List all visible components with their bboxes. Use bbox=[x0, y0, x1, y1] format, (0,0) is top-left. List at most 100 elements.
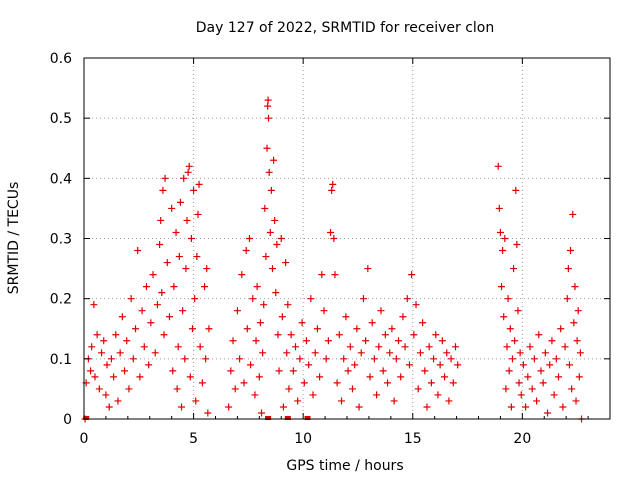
x-tick-label: 15 bbox=[404, 431, 422, 447]
data-point bbox=[421, 367, 429, 375]
data-point bbox=[187, 235, 195, 242]
data-point bbox=[550, 391, 558, 399]
data-point bbox=[328, 186, 336, 194]
data-point bbox=[294, 397, 302, 405]
data-point bbox=[370, 355, 378, 363]
data-point bbox=[256, 319, 264, 327]
data-point bbox=[368, 319, 376, 327]
data-point bbox=[160, 331, 168, 339]
axis-ticks: 0 5 10 15 20 0 0.1 0.2 0.3 0.4 0.5 0.6 bbox=[50, 51, 610, 447]
data-point bbox=[168, 204, 176, 212]
data-point bbox=[533, 397, 541, 405]
data-point bbox=[205, 325, 213, 333]
data-point bbox=[499, 247, 507, 255]
data-point bbox=[289, 367, 297, 375]
data-point bbox=[201, 283, 209, 291]
data-point bbox=[373, 391, 381, 399]
data-point bbox=[546, 361, 554, 369]
data-point bbox=[265, 114, 273, 122]
data-point bbox=[539, 379, 547, 387]
data-point bbox=[302, 337, 310, 345]
data-point bbox=[267, 186, 275, 194]
data-point bbox=[330, 235, 338, 242]
data-point bbox=[252, 337, 260, 345]
data-point bbox=[494, 162, 502, 170]
data-point bbox=[311, 349, 319, 357]
data-point bbox=[274, 331, 282, 339]
data-point bbox=[300, 379, 308, 387]
data-point bbox=[359, 295, 367, 303]
data-point bbox=[381, 331, 389, 339]
data-point bbox=[571, 283, 579, 291]
data-point bbox=[261, 204, 269, 212]
data-point bbox=[260, 301, 268, 309]
data-point bbox=[238, 271, 246, 279]
data-point bbox=[112, 331, 120, 339]
data-point bbox=[105, 403, 113, 411]
data-point bbox=[386, 349, 394, 357]
data-point bbox=[427, 379, 435, 387]
data-point bbox=[273, 241, 281, 249]
data-point bbox=[327, 228, 335, 236]
data-point bbox=[278, 313, 286, 321]
data-point bbox=[503, 343, 511, 351]
y-axis-label: SRMTID / TECUs bbox=[6, 182, 22, 295]
grid-layer bbox=[84, 58, 610, 419]
data-point bbox=[184, 168, 192, 176]
y-tick-label: 0.1 bbox=[50, 352, 72, 368]
data-point bbox=[449, 379, 457, 387]
data-point bbox=[364, 265, 372, 273]
data-point bbox=[271, 216, 279, 224]
data-point bbox=[90, 301, 98, 309]
data-point bbox=[116, 349, 124, 357]
data-point bbox=[498, 283, 506, 291]
data-point bbox=[305, 361, 313, 369]
data-point bbox=[519, 361, 527, 369]
data-point bbox=[204, 409, 212, 417]
data-point bbox=[198, 379, 206, 387]
data-point bbox=[245, 235, 253, 242]
data-point bbox=[410, 331, 418, 339]
data-point bbox=[557, 325, 565, 333]
data-point bbox=[445, 397, 453, 405]
data-point bbox=[414, 385, 422, 393]
data-point bbox=[91, 373, 99, 381]
x-axis-label: GPS time / hours bbox=[286, 458, 403, 474]
data-point bbox=[110, 373, 118, 381]
data-point bbox=[344, 367, 352, 375]
data-point bbox=[329, 180, 337, 188]
data-point bbox=[149, 271, 157, 279]
data-point bbox=[563, 295, 571, 303]
data-point bbox=[375, 343, 383, 351]
data-point bbox=[203, 265, 211, 273]
data-point bbox=[333, 379, 341, 387]
data-point bbox=[231, 385, 239, 393]
data-point bbox=[194, 210, 202, 218]
y-tick-label: 0.6 bbox=[50, 51, 72, 67]
data-point bbox=[451, 343, 459, 351]
data-point bbox=[505, 367, 513, 375]
data-point bbox=[447, 355, 455, 363]
data-point bbox=[161, 174, 169, 182]
data-point bbox=[195, 180, 203, 188]
data-point bbox=[357, 349, 365, 357]
data-point bbox=[258, 409, 266, 417]
data-point bbox=[225, 403, 233, 411]
data-point bbox=[118, 313, 126, 321]
data-point bbox=[438, 337, 446, 345]
data-point bbox=[136, 373, 144, 381]
plot-frame bbox=[83, 57, 611, 420]
data-point bbox=[291, 343, 299, 351]
data-point bbox=[564, 265, 572, 273]
data-point bbox=[285, 385, 293, 393]
data-point bbox=[544, 409, 552, 417]
zero-marker bbox=[284, 416, 291, 420]
data-point bbox=[114, 397, 122, 405]
data-point bbox=[182, 265, 190, 273]
data-point bbox=[501, 235, 509, 242]
data-point bbox=[390, 397, 398, 405]
data-point bbox=[156, 241, 164, 249]
y-tick-label: 0.3 bbox=[50, 232, 72, 248]
data-point bbox=[142, 283, 150, 291]
data-point bbox=[255, 373, 263, 381]
